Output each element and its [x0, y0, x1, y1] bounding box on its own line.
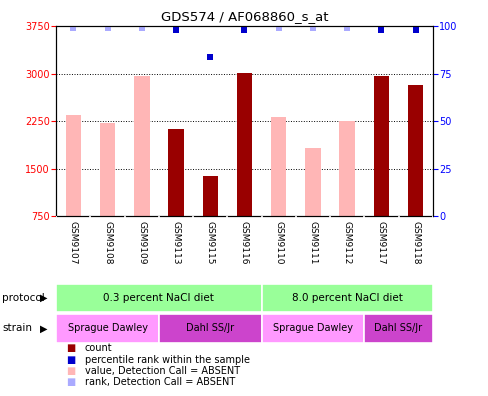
- Text: ■: ■: [66, 366, 75, 376]
- Bar: [236, 73, 252, 216]
- Text: GSM9111: GSM9111: [308, 221, 317, 265]
- Bar: [339, 121, 354, 216]
- Text: rank, Detection Call = ABSENT: rank, Detection Call = ABSENT: [84, 377, 234, 387]
- Text: GSM9113: GSM9113: [171, 221, 180, 265]
- Text: count: count: [84, 343, 112, 354]
- Bar: [305, 148, 320, 216]
- Text: ▶: ▶: [40, 293, 48, 303]
- Text: percentile rank within the sample: percentile rank within the sample: [84, 354, 249, 365]
- Text: GSM9108: GSM9108: [103, 221, 112, 265]
- Bar: [373, 76, 388, 216]
- Text: strain: strain: [2, 323, 32, 333]
- Text: ■: ■: [66, 354, 75, 365]
- Bar: [56, 284, 261, 312]
- Text: Sprague Dawley: Sprague Dawley: [272, 323, 352, 333]
- Text: GSM9118: GSM9118: [410, 221, 419, 265]
- Text: GDS574 / AF068860_s_at: GDS574 / AF068860_s_at: [161, 10, 327, 23]
- Text: GSM9107: GSM9107: [69, 221, 78, 265]
- Text: GSM9116: GSM9116: [240, 221, 248, 265]
- Text: GSM9112: GSM9112: [342, 221, 351, 265]
- Text: GSM9117: GSM9117: [376, 221, 385, 265]
- Text: 8.0 percent NaCl diet: 8.0 percent NaCl diet: [291, 293, 402, 303]
- Bar: [364, 314, 432, 343]
- Bar: [261, 314, 364, 343]
- Text: Sprague Dawley: Sprague Dawley: [67, 323, 147, 333]
- Text: Dahl SS/Jr: Dahl SS/Jr: [186, 323, 234, 333]
- Text: ■: ■: [66, 343, 75, 354]
- Bar: [100, 123, 115, 216]
- Bar: [202, 176, 218, 216]
- Bar: [134, 76, 149, 216]
- Text: 0.3 percent NaCl diet: 0.3 percent NaCl diet: [103, 293, 214, 303]
- Bar: [270, 117, 286, 216]
- Bar: [159, 314, 261, 343]
- Bar: [261, 284, 432, 312]
- Text: ▶: ▶: [40, 323, 48, 333]
- Bar: [65, 115, 81, 216]
- Bar: [168, 129, 183, 216]
- Text: Dahl SS/Jr: Dahl SS/Jr: [374, 323, 422, 333]
- Text: ■: ■: [66, 377, 75, 387]
- Text: value, Detection Call = ABSENT: value, Detection Call = ABSENT: [84, 366, 239, 376]
- Text: GSM9110: GSM9110: [274, 221, 283, 265]
- Bar: [407, 85, 423, 216]
- Text: GSM9109: GSM9109: [137, 221, 146, 265]
- Bar: [56, 314, 159, 343]
- Text: GSM9115: GSM9115: [205, 221, 214, 265]
- Text: protocol: protocol: [2, 293, 45, 303]
